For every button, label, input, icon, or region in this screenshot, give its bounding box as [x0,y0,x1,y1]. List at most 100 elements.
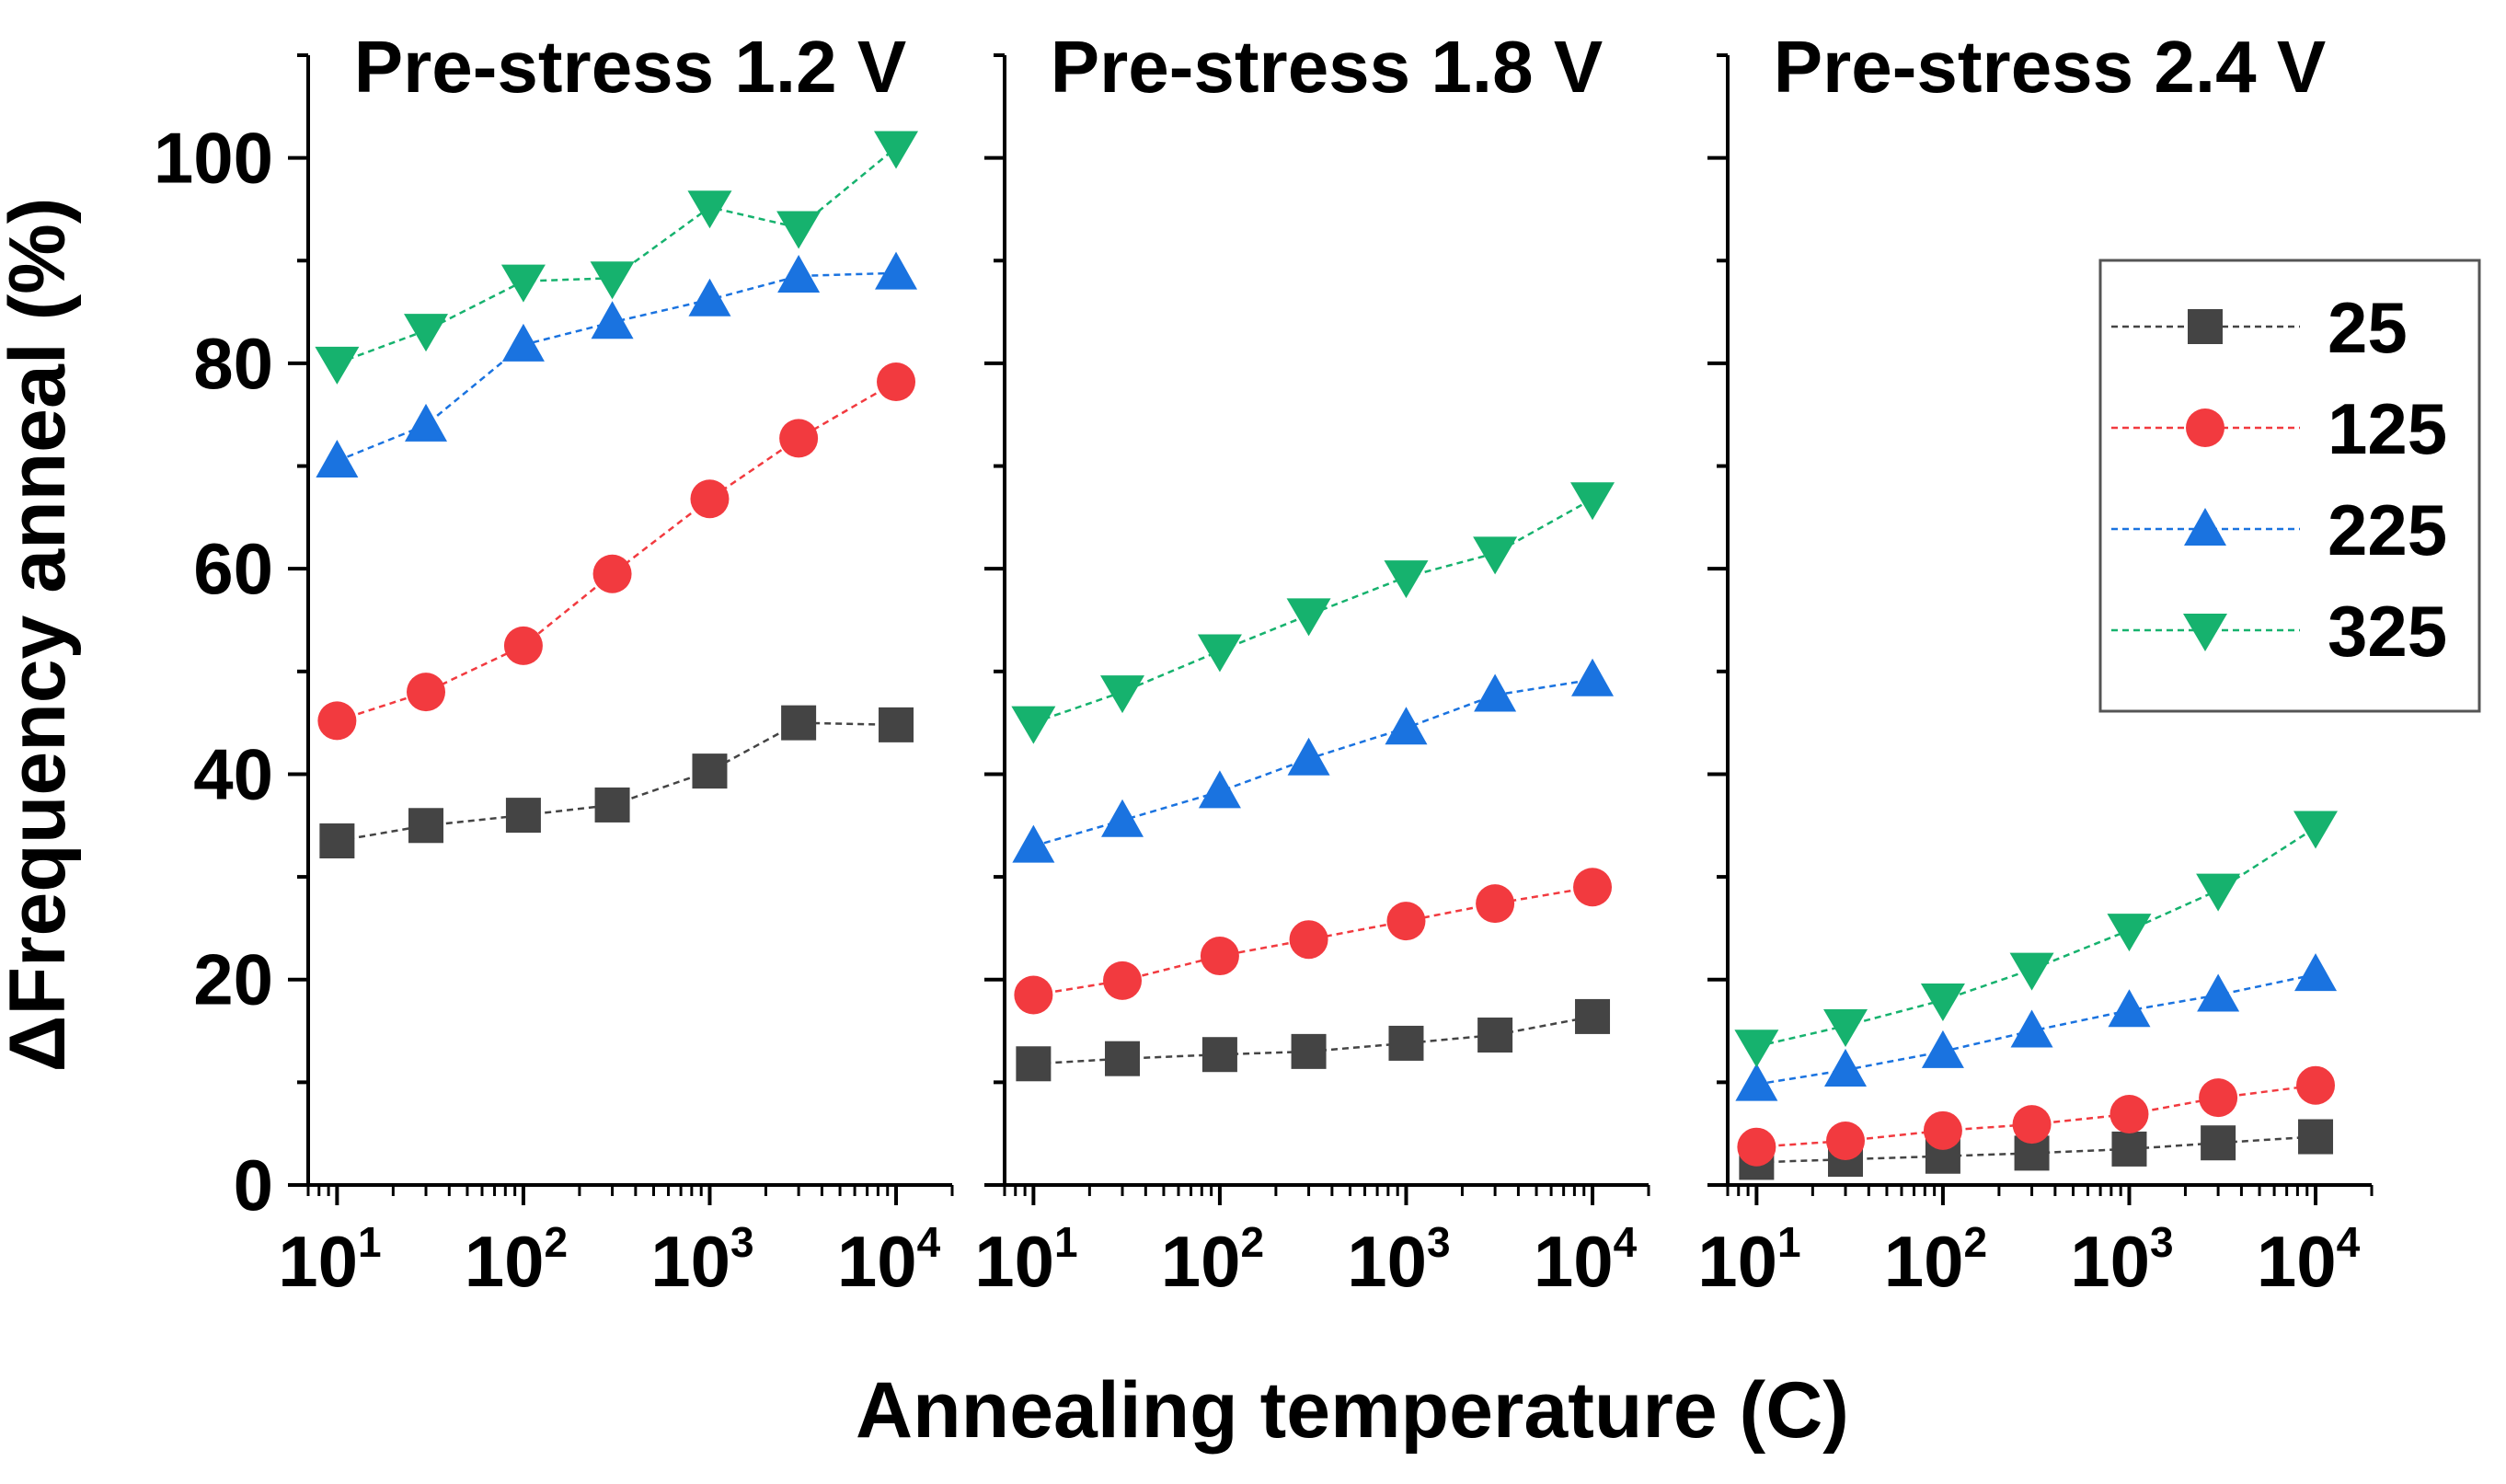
legend-label-25: 25 [2328,287,2408,368]
data-point-125 [779,419,819,458]
data-point-225 [777,255,821,293]
data-point-225 [501,323,545,362]
data-point-125 [1289,920,1328,960]
data-point-25 [2111,1131,2147,1167]
data-point-325 [2196,873,2241,912]
legend-label-125: 125 [2328,388,2447,469]
data-point-325 [1384,560,1429,599]
data-point-125 [503,626,543,665]
data-point-325 [2293,811,2339,849]
data-point-225 [1921,1030,1964,1068]
data-point-25 [1388,1025,1424,1061]
panel-title: Pre-stress 1.8 V [1051,26,1603,108]
data-point-325 [1100,675,1145,714]
data-point-25 [1575,998,1611,1034]
data-point-225 [2108,989,2151,1028]
data-point-125 [1826,1121,1866,1160]
y-tick-label: 20 [193,939,273,1020]
data-point-225 [2010,1009,2053,1048]
data-point-325 [1920,984,1965,1022]
data-point-325 [1570,482,1615,521]
data-point-125 [1737,1127,1776,1167]
y-tick-label: 0 [234,1145,273,1225]
data-point-225 [1571,658,1615,696]
data-point-125 [877,362,916,402]
x-axis-title: Annealing temperature (C) [856,1366,1849,1455]
data-point-125 [1386,902,1426,941]
x-tick-label: 102 [465,1218,568,1302]
data-point-325 [404,314,449,352]
x-tick-label: 101 [974,1218,1077,1302]
data-point-125 [1200,937,1239,976]
data-point-325 [1011,706,1056,744]
panel-1: 0 20 40 60 80 100 101 102 103 104 Pre-stress 1.2 V [154,26,954,1302]
data-point-225 [1474,673,1517,712]
legend-marker-125 [2186,408,2224,447]
data-point-125 [1923,1110,1962,1150]
data-point-325 [315,346,360,385]
data-point-225 [405,403,448,442]
x-tick-label: 101 [1697,1218,1800,1302]
y-tick-label: 80 [193,323,273,404]
x-tick-label: 103 [1347,1218,1450,1302]
data-point-25 [1291,1033,1327,1069]
data-point-225 [1735,1063,1778,1101]
data-point-325 [1734,1030,1779,1068]
data-point-325 [1286,598,1331,637]
x-tick-label: 101 [278,1218,381,1302]
data-point-25 [1201,1037,1237,1073]
panel-3: 101 102 103 104 Pre-stress 2.4 V [1697,26,2374,1302]
data-point-225 [875,251,918,290]
y-tick-label: 60 [193,528,273,609]
data-point-225 [1824,1048,1868,1087]
data-point-325 [2107,914,2152,952]
data-point-225 [1198,770,1241,809]
data-point-25 [505,798,541,834]
data-point-25 [319,823,355,859]
y-tick-label: 40 [193,733,273,814]
data-point-325 [2009,952,2054,991]
data-point-325 [500,264,546,303]
data-point-125 [1103,961,1143,1000]
data-point-225 [1101,799,1144,837]
data-point-325 [1197,634,1242,673]
panels-layer: 0 20 40 60 80 100 101 102 103 104 Pre-stress 1.2 V… [154,26,2374,1302]
data-point-125 [1476,884,1515,924]
data-point-25 [408,808,444,844]
legend-marker-325 [2183,614,2227,651]
data-point-325 [590,261,635,300]
x-tick-label: 103 [650,1218,753,1302]
data-point-225 [1287,737,1330,776]
data-point-25 [1105,1041,1141,1076]
data-point-325 [776,211,822,249]
x-tick-label: 102 [1161,1218,1264,1302]
panel-2: 101 102 103 104 Pre-stress 1.8 V [974,26,1650,1302]
x-tick-label: 104 [837,1218,941,1302]
data-point-125 [1573,868,1613,907]
data-point-125 [592,554,632,593]
data-point-125 [317,701,357,741]
data-point-225 [591,301,634,339]
y-axis-title: ΔFrequency anneal (%) [0,198,82,1073]
legend-label-325: 325 [2328,591,2447,672]
data-point-25 [692,754,728,789]
x-tick-label: 104 [2257,1218,2361,1302]
data-point-225 [316,439,359,477]
x-tick-label: 104 [1534,1218,1638,1302]
legend-box [2098,259,2481,713]
x-tick-label: 103 [2070,1218,2173,1302]
data-point-125 [2109,1094,2149,1133]
data-point-25 [879,707,914,742]
data-point-25 [2201,1125,2236,1161]
data-point-225 [2197,973,2240,1012]
panel-title: Pre-stress 2.4 V [1774,26,2326,108]
data-point-125 [2199,1078,2238,1118]
data-point-25 [2298,1119,2334,1155]
data-point-325 [1823,1008,1868,1047]
data-point-125 [2296,1065,2336,1105]
data-point-25 [1477,1018,1513,1053]
data-point-125 [407,673,446,712]
data-point-125 [1014,975,1053,1015]
